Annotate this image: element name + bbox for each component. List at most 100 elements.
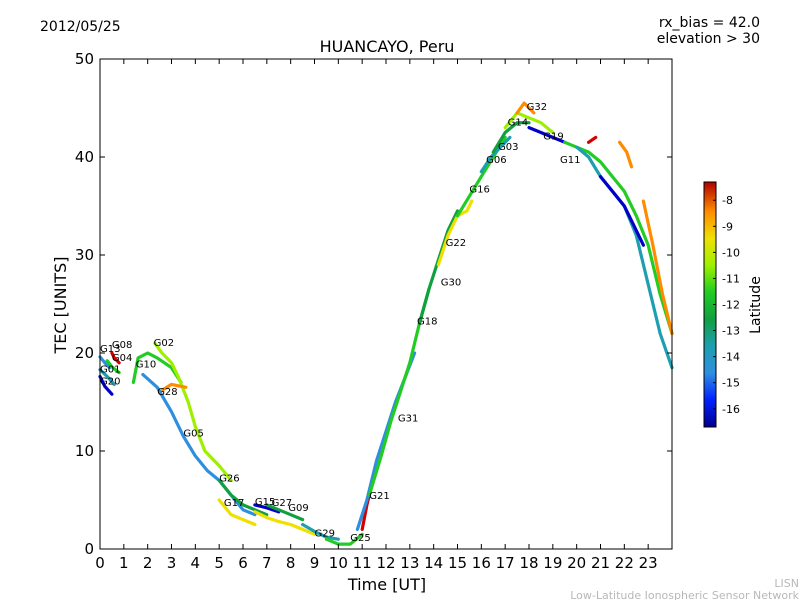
series-g11 <box>563 140 674 335</box>
x-tick-label: 5 <box>214 554 224 572</box>
plot-frame <box>99 58 673 550</box>
chart-title: HUANCAYO, Peru <box>320 37 455 56</box>
axis-ticks: 0 1 2 3 4 5 6 7 8 9 10 11 12 13 14 15 16 17 18 19 20 21 22 2301… <box>75 50 672 572</box>
x-tick-label: 11 <box>353 554 372 572</box>
elevation-label: elevation > 30 <box>657 31 760 47</box>
satellite-label: G05 <box>183 428 203 439</box>
x-tick-label: 6 <box>238 554 248 572</box>
satellite-label: G16 <box>469 184 489 195</box>
series-g09 <box>253 510 317 536</box>
series-g26b <box>641 199 674 335</box>
satellite-label: G09 <box>288 503 308 514</box>
satellite-label: G19 <box>543 131 563 142</box>
satellite-label: G15 <box>255 497 275 508</box>
y-tick-label: 30 <box>75 246 94 264</box>
x-tick-label: 23 <box>639 554 658 572</box>
series-g02 <box>153 341 233 482</box>
satellite-label: G21 <box>369 491 389 502</box>
series-g05 <box>141 373 257 517</box>
satellite-label: G30 <box>441 277 461 288</box>
x-tick-label: 3 <box>167 554 177 572</box>
x-tick-label: 22 <box>615 554 634 572</box>
series-g08 <box>110 351 121 365</box>
satellite-label: G03 <box>498 142 518 153</box>
colorbar-tick-label: -14 <box>722 351 740 364</box>
series-g12 <box>618 140 634 169</box>
colorbar-tick-label: -11 <box>722 272 740 285</box>
satellite-label: G08 <box>112 340 132 351</box>
satellite-label: G17 <box>224 498 244 509</box>
satellite-label: G04 <box>112 353 132 364</box>
series-g27 <box>265 503 305 522</box>
x-tick-label: 14 <box>424 554 443 572</box>
colorbar-tick-label: -12 <box>722 299 740 312</box>
series-g14 <box>503 111 555 135</box>
series-g28 <box>160 382 188 392</box>
colorbar-label: Latitude <box>748 276 764 334</box>
series-layer <box>98 101 674 546</box>
series-g15 <box>253 503 281 514</box>
satellite-label: G26 <box>219 473 239 484</box>
x-tick-label: 15 <box>448 554 467 572</box>
colorbar-tick-label: -8 <box>722 194 733 207</box>
colorbar-tick-label: -15 <box>722 377 740 390</box>
colorbar-tick-label: -9 <box>722 220 733 233</box>
series-g06 <box>479 135 512 174</box>
satellite-label: G20 <box>100 376 120 387</box>
x-tick-label: 1 <box>119 554 129 572</box>
x-tick-label: 20 <box>567 554 586 572</box>
series-g03 <box>491 121 531 154</box>
x-tick-label: 0 <box>95 554 105 572</box>
y-tick-label: 40 <box>75 148 94 166</box>
series-g04 <box>105 359 121 375</box>
x-tick-label: 16 <box>472 554 491 572</box>
x-tick-label: 7 <box>262 554 272 572</box>
y-tick-label: 20 <box>75 344 94 362</box>
satellite-label: G22 <box>446 238 466 249</box>
satellite-label: G18 <box>417 317 437 328</box>
x-tick-label: 12 <box>376 554 395 572</box>
satellite-label: G02 <box>154 338 174 349</box>
series-g26 <box>217 478 269 517</box>
series-g01 <box>98 368 116 386</box>
series-g29 <box>301 522 340 541</box>
plot-area <box>100 59 672 549</box>
satellite-label: G31 <box>398 414 418 425</box>
x-tick-label: 19 <box>543 554 562 572</box>
series-g20 <box>98 374 114 396</box>
x-tick-label: 10 <box>329 554 348 572</box>
y-tick-label: 50 <box>75 50 94 68</box>
x-tick-label: 13 <box>400 554 419 572</box>
date-label: 2012/05/25 <box>40 19 121 35</box>
colorbar-tick-label: -13 <box>722 325 740 338</box>
satellite-label: G14 <box>508 118 528 129</box>
y-tick-label: 10 <box>75 442 94 460</box>
series-g24 <box>587 135 598 144</box>
satellite-label: G01 <box>100 365 120 376</box>
satellite-label: G28 <box>157 387 177 398</box>
series-g10 <box>131 351 183 384</box>
x-tick-label: 4 <box>191 554 201 572</box>
footer-org-long: Low-Latitude Ionospheric Sensor Network <box>570 589 799 600</box>
y-tick-label: 0 <box>84 540 94 558</box>
series-g13 <box>98 355 112 370</box>
satellite-label: G11 <box>560 155 580 166</box>
series-g32 <box>515 101 536 115</box>
series-g25 <box>324 532 364 546</box>
x-axis-label: Time [UT] <box>347 575 426 594</box>
colorbar-ticks: -8 -9 -10 -11 -12 -13 -14 -15 -16 <box>713 194 740 416</box>
rx-bias-label: rx_bias = 42.0 <box>659 15 760 31</box>
satellite-label: G10 <box>136 360 156 371</box>
colorbar-tick-label: -10 <box>722 246 740 259</box>
satellite-label: G06 <box>486 155 506 166</box>
x-tick-label: 2 <box>143 554 153 572</box>
series-g19 <box>527 126 567 144</box>
x-tick-label: 17 <box>496 554 515 572</box>
satellite-label: G29 <box>315 528 335 539</box>
colorbar-tick-label: -16 <box>722 403 740 416</box>
satellite-label: G27 <box>272 498 292 509</box>
satellite-label: G13 <box>100 344 120 355</box>
series-g07 <box>598 175 645 247</box>
